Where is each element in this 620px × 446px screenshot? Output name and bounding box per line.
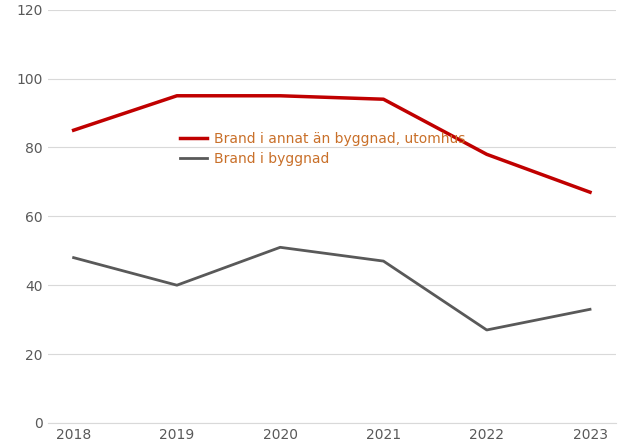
Legend: Brand i annat än byggnad, utomhus, Brand i byggnad: Brand i annat än byggnad, utomhus, Brand…: [180, 132, 466, 166]
